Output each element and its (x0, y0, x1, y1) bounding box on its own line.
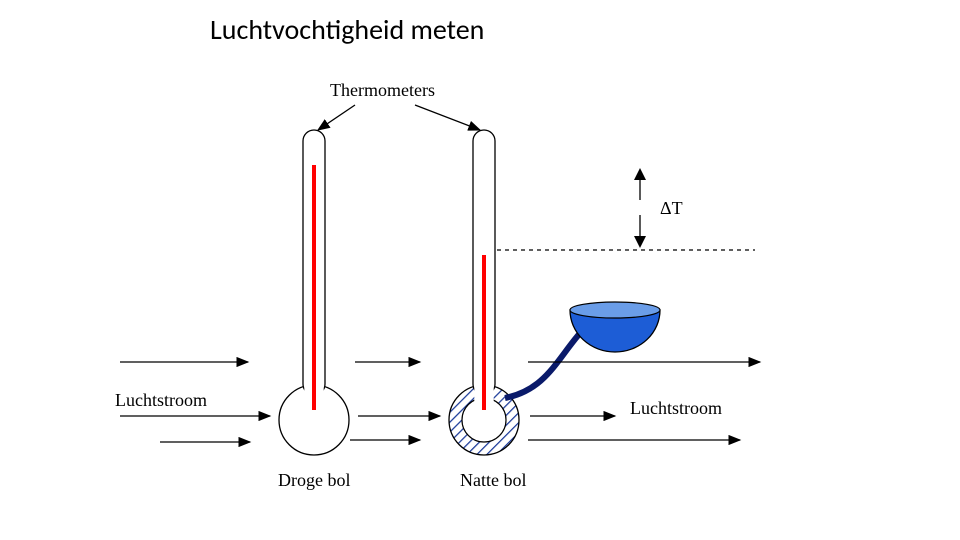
dry-mercury (312, 165, 316, 410)
wet-mercury (482, 255, 486, 410)
dry-thermometer (279, 130, 349, 455)
wet-thermometer (449, 130, 519, 455)
psychrometer-diagram (0, 0, 960, 540)
delta-t-indicator (497, 168, 755, 250)
label-arrows (318, 105, 480, 130)
airflow-arrows (120, 362, 760, 442)
water-cup (570, 302, 660, 352)
